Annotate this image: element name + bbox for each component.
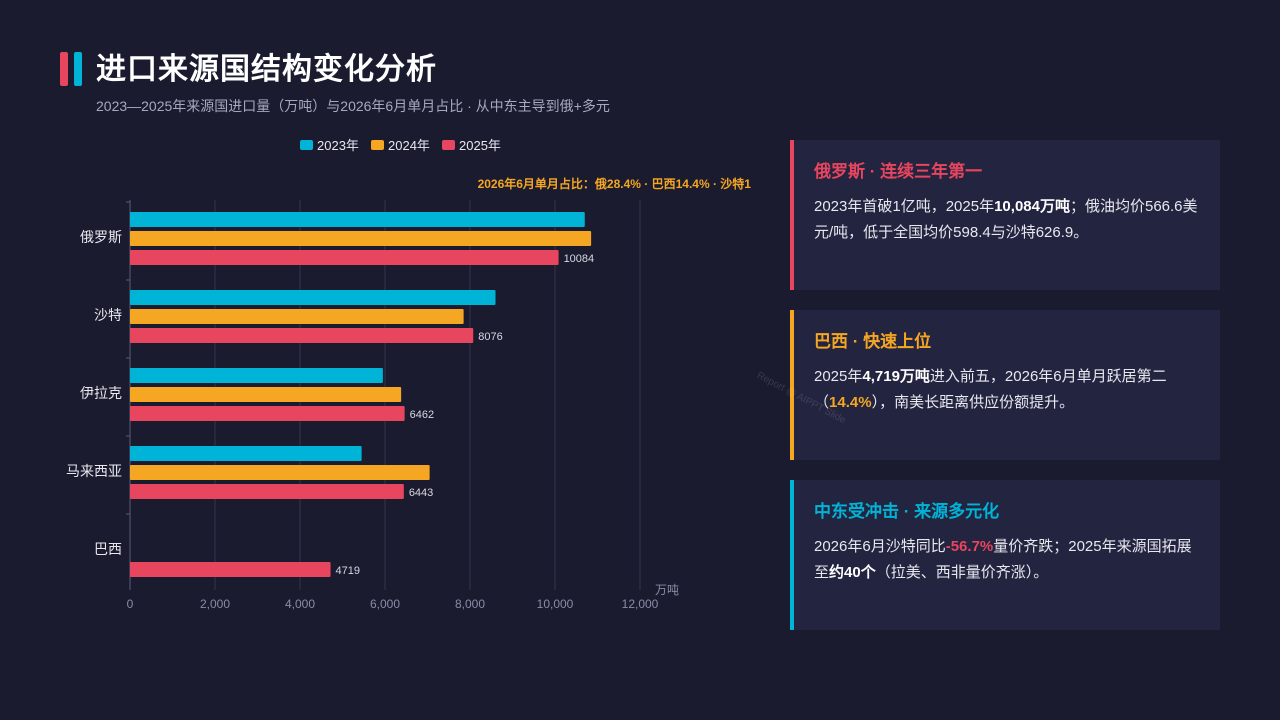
x-tick-label: 10,000: [537, 597, 574, 611]
card-title: 巴西 · 快速上位: [814, 332, 932, 351]
bar-2025年-俄罗斯: [130, 250, 559, 265]
x-tick-label: 0: [127, 597, 134, 611]
card-accent-bar: [790, 140, 794, 290]
bar-2024年-沙特: [130, 309, 464, 324]
legend-label: 2025年: [459, 138, 501, 153]
data-label: 4719: [336, 565, 360, 577]
bar-2025年-伊拉克: [130, 406, 405, 421]
accent-bar-red: [60, 52, 68, 86]
x-tick-label: 2,000: [200, 597, 230, 611]
card-brazil: 巴西 · 快速上位 2025年4,719万吨进入前五，2026年6月单月跃居第二…: [790, 310, 1220, 460]
card-russia: 俄罗斯 · 连续三年第一 2023年首破1亿吨，2025年10,084万吨；俄油…: [790, 140, 1220, 290]
card-body: 2025年4,719万吨进入前五，2026年6月单月跃居第二（14.4%），南美…: [814, 368, 1167, 411]
y-category-label: 伊拉克: [80, 385, 122, 401]
bar-2025年-沙特: [130, 328, 474, 343]
bar-2023年-沙特: [130, 290, 496, 305]
card-middle-east: 中东受冲击 · 来源多元化 2026年6月沙特同比-56.7%量价齐跌；2025…: [790, 480, 1220, 630]
page-title: 进口来源国结构变化分析: [96, 53, 437, 86]
legend-label: 2023年: [317, 138, 359, 153]
x-unit-label: 万吨: [655, 583, 679, 597]
legend-label: 2024年: [388, 138, 430, 153]
bar-2025年-巴西: [130, 562, 331, 577]
accent-bar-blue: [74, 52, 82, 86]
bar-2025年-马来西亚: [130, 484, 404, 499]
x-tick-label: 12,000: [622, 597, 659, 611]
bar-2023年-俄罗斯: [130, 212, 585, 227]
card-body: 2026年6月沙特同比-56.7%量价齐跌；2025年来源国拓展至约40个（拉美…: [814, 538, 1192, 581]
y-category-label: 马来西亚: [66, 463, 122, 479]
card-title: 俄罗斯 · 连续三年第一: [814, 162, 983, 181]
card-body: 2023年首破1亿吨，2025年10,084万吨；俄油均价566.6美元/吨，低…: [814, 198, 1198, 241]
data-label: 10084: [564, 253, 595, 265]
data-label: 6462: [410, 409, 434, 421]
legend-swatch: [442, 140, 455, 150]
y-category-label: 俄罗斯: [80, 229, 122, 245]
y-category-label: 沙特: [94, 307, 122, 323]
legend-swatch: [300, 140, 313, 150]
title-accent: [60, 52, 84, 86]
bar-2024年-马来西亚: [130, 465, 430, 480]
card-accent-bar: [790, 480, 794, 630]
data-label: 8076: [478, 331, 502, 343]
page-subtitle: 2023—2025年来源国进口量（万吨）与2026年6月单月占比 · 从中东主导…: [96, 98, 610, 114]
chart-annotation: 2026年6月单月占比：俄28.4% · 巴西14.4% · 沙特1: [478, 176, 752, 191]
bar-2024年-俄罗斯: [130, 231, 592, 246]
y-category-label: 巴西: [94, 541, 122, 557]
bar-2024年-伊拉克: [130, 387, 402, 402]
bar-2023年-马来西亚: [130, 446, 362, 461]
x-tick-label: 4,000: [285, 597, 315, 611]
data-label: 6443: [409, 487, 433, 499]
x-tick-label: 6,000: [370, 597, 400, 611]
legend-swatch: [371, 140, 384, 150]
x-tick-label: 8,000: [455, 597, 485, 611]
card-title: 中东受冲击 · 来源多元化: [814, 502, 1000, 521]
card-accent-bar: [790, 310, 794, 460]
bar-2023年-伊拉克: [130, 368, 383, 383]
